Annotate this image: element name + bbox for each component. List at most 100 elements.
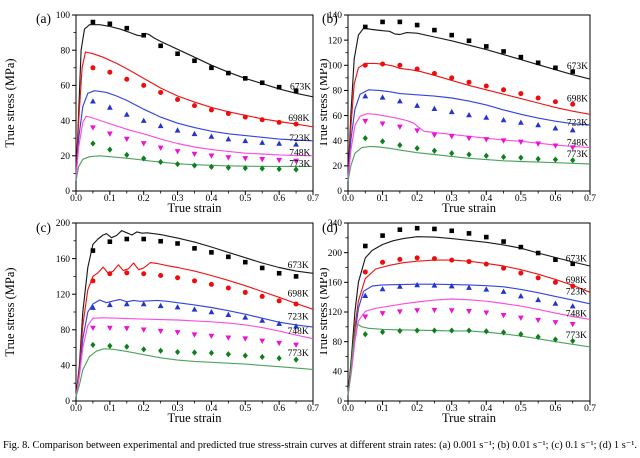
y-tick-label: 80 — [333, 338, 343, 348]
diamond-marker — [449, 150, 455, 157]
y-tick-label: 40 — [333, 368, 343, 378]
triangle-down-marker — [140, 327, 147, 333]
circle-marker — [570, 101, 576, 107]
circle-marker — [90, 278, 96, 284]
experimental-markers-673K — [362, 225, 576, 267]
x-tick-label: 0.0 — [70, 194, 82, 204]
y-tick-label: 200 — [328, 249, 343, 259]
diamond-marker — [397, 327, 403, 335]
x-tick-label: 0.1 — [377, 404, 389, 414]
triangle-up-marker — [483, 286, 490, 292]
square-marker — [362, 24, 368, 30]
circle-marker — [483, 83, 489, 89]
circle-marker — [107, 69, 113, 75]
triangle-up-marker — [431, 105, 438, 111]
triangle-down-marker — [379, 121, 386, 127]
square-marker — [501, 49, 506, 54]
triangle-down-marker — [448, 308, 455, 314]
triangle-down-marker — [174, 330, 181, 336]
y-tick-label: 80 — [61, 46, 71, 56]
y-tick-label: 240 — [328, 219, 343, 229]
triangle-down-marker — [242, 336, 249, 342]
square-marker — [501, 239, 506, 244]
square-marker — [535, 60, 541, 66]
triangle-up-marker — [569, 127, 576, 133]
y-tick-label: 20 — [333, 162, 343, 172]
diamond-marker — [242, 165, 248, 172]
predicted-line-723K — [75, 90, 314, 179]
diamond-marker — [90, 341, 96, 349]
circle-marker — [208, 281, 214, 287]
triangle-up-marker — [90, 98, 96, 104]
series-label-773K: 773K — [288, 349, 309, 359]
predicted-line-773K — [75, 348, 314, 397]
triangle-up-marker — [483, 114, 490, 120]
x-tick-label: 0.4 — [205, 404, 217, 414]
triangle-down-marker — [517, 315, 524, 321]
square-marker — [226, 254, 231, 260]
triangle-up-marker — [106, 301, 113, 308]
triangle-up-marker — [191, 130, 198, 137]
triangle-up-marker — [448, 283, 455, 289]
triangle-down-marker — [431, 132, 438, 139]
series-label-673K: 673K — [290, 82, 311, 92]
circle-marker — [276, 298, 282, 304]
square-marker — [432, 226, 437, 232]
circle-marker — [192, 278, 197, 284]
x-tick-label: 0.6 — [549, 194, 561, 204]
circle-marker — [192, 103, 197, 109]
circle-marker — [414, 66, 420, 72]
panel-a: 0.0 0.1 0.2 0.3 0.4 0.5 0.6 0.7 0 20 40 60 80 100 (a) T… — [0, 0, 320, 214]
diamond-marker — [158, 158, 164, 166]
diamond-marker — [191, 349, 198, 356]
triangle-up-marker — [500, 116, 507, 123]
diamond-marker — [293, 356, 299, 363]
panel-letter: (d) — [322, 220, 338, 235]
circle-marker — [141, 271, 147, 277]
y-tick-label: 0 — [337, 397, 342, 407]
circle-marker — [242, 114, 248, 120]
diamond-marker — [500, 153, 507, 161]
triangle-up-marker — [293, 141, 299, 147]
y-tick-label: 100 — [328, 61, 343, 71]
circle-marker — [293, 121, 299, 127]
y-tick-label: 160 — [56, 255, 71, 265]
predicted-line-748K — [347, 113, 591, 181]
panel-a-chart: 0.0 0.1 0.2 0.3 0.4 0.5 0.6 0.7 0 20 40 60 80 100 (a) T… — [3, 11, 319, 214]
circle-marker — [175, 275, 181, 281]
triangle-up-marker — [225, 136, 232, 142]
square-marker — [483, 44, 489, 49]
predicted-line-773K — [347, 145, 591, 182]
experimental-markers-698K — [90, 270, 299, 307]
diamond-marker — [242, 352, 248, 359]
triangle-up-marker — [431, 282, 438, 288]
circle-marker — [158, 89, 164, 95]
triangle-up-marker — [362, 93, 369, 99]
diamond-marker — [107, 146, 113, 153]
triangle-down-marker — [293, 342, 299, 348]
square-marker — [570, 261, 576, 267]
triangle-down-marker — [90, 125, 96, 131]
triangle-down-marker — [569, 321, 576, 328]
triangle-down-marker — [466, 308, 472, 315]
predicted-line-673K — [347, 27, 591, 181]
square-marker — [259, 265, 265, 271]
circle-marker — [124, 270, 130, 276]
triangle-up-marker — [123, 300, 130, 307]
diamond-marker — [174, 348, 181, 356]
triangle-down-marker — [191, 151, 198, 158]
circle-marker — [414, 255, 420, 261]
triangle-down-marker — [414, 308, 421, 314]
triangle-down-marker — [276, 340, 283, 347]
triangle-up-marker — [140, 117, 147, 123]
circle-marker — [158, 273, 164, 279]
experimental-markers-673K — [90, 236, 299, 279]
experimental-markers-748K — [362, 118, 576, 151]
x-tick-label: 0.2 — [411, 194, 423, 204]
triangle-down-marker — [535, 141, 542, 147]
circle-marker — [242, 289, 248, 295]
triangle-up-marker — [157, 302, 164, 309]
series-label-748K: 748K — [288, 327, 309, 337]
x-tick-label: 0.7 — [584, 194, 596, 204]
circle-marker — [225, 285, 231, 291]
